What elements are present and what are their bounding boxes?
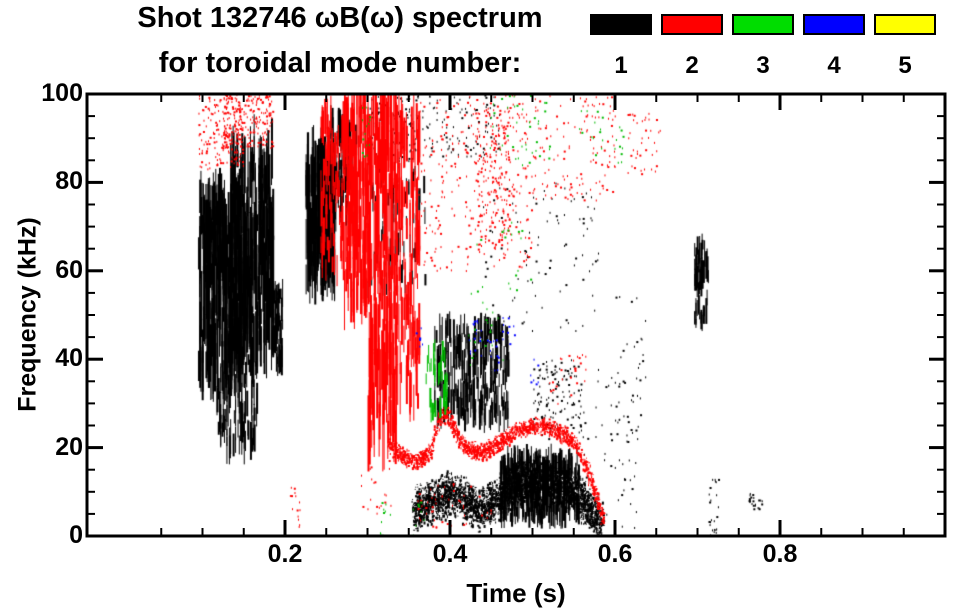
legend-label-n2: 2 — [685, 52, 699, 79]
y-tick-label: 60 — [55, 255, 83, 284]
y-axis-title: Frequency (kHz) — [13, 217, 42, 412]
chart-subtitle: for toroidal mode number: — [158, 47, 522, 79]
legend-swatch-n3 — [732, 14, 794, 35]
legend-label-n4: 4 — [827, 52, 841, 79]
x-tick-label: 0.2 — [267, 540, 303, 568]
y-tick-label: 0 — [69, 520, 83, 549]
y-tick-label: 100 — [41, 78, 83, 107]
chart-title: Shot 132746 ωB(ω) spectrum — [137, 2, 543, 34]
legend-label-n3: 3 — [756, 52, 770, 79]
x-tick-label: 0.8 — [762, 540, 798, 568]
legend-swatch-n5 — [874, 14, 936, 35]
x-axis-title: Time (s) — [466, 578, 566, 608]
x-tick-label: 0.4 — [432, 540, 468, 568]
legend-label-n5: 5 — [898, 52, 912, 79]
legend-swatch-n4 — [803, 14, 865, 35]
y-tick-label: 80 — [55, 167, 83, 196]
x-tick-label: 0.6 — [597, 540, 633, 568]
legend-label-n1: 1 — [614, 52, 628, 79]
legend-swatch-n1 — [590, 14, 652, 35]
y-tick-label: 40 — [55, 344, 83, 373]
y-tick-label: 20 — [55, 432, 83, 461]
legend-swatch-n2 — [661, 14, 723, 35]
